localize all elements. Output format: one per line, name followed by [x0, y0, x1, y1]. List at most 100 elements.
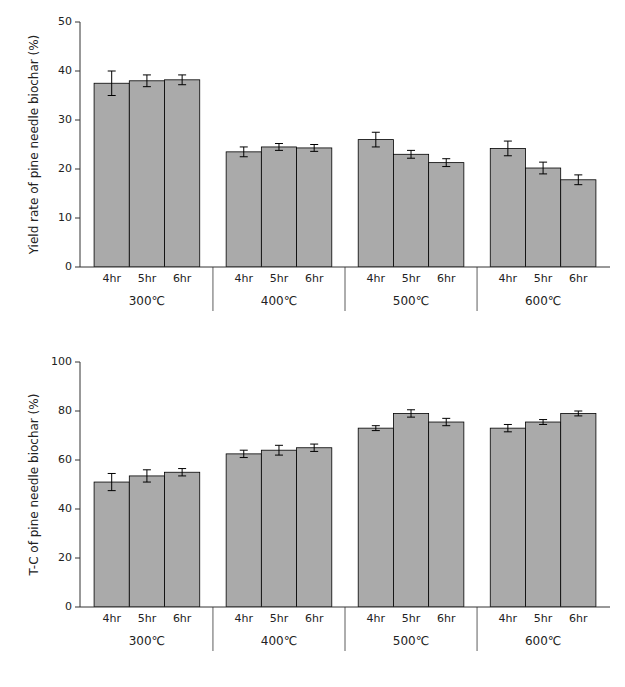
- group-label: 400℃: [261, 634, 297, 648]
- marks: [94, 71, 596, 267]
- bar: [261, 147, 296, 267]
- y-tick: [75, 120, 80, 121]
- x-tick-label: 6hr: [437, 612, 456, 625]
- y-tick-label: 30: [58, 113, 72, 126]
- y-tick: [75, 607, 80, 608]
- y-tick-label: 40: [58, 502, 72, 515]
- error-bar: [275, 445, 283, 455]
- bar: [561, 180, 596, 267]
- x-tick-label: 5hr: [402, 612, 421, 625]
- figure: 01020304050Yield rate of pine needle bio…: [0, 0, 625, 687]
- bar: [525, 168, 560, 267]
- bar: [561, 413, 596, 607]
- x-tick-label: 4hr: [499, 612, 518, 625]
- y-tick: [75, 558, 80, 559]
- error-bar: [143, 75, 151, 87]
- bar: [165, 80, 200, 267]
- y-tick: [75, 362, 80, 363]
- x-tick-label: 5hr: [138, 272, 157, 285]
- error-bar: [372, 132, 380, 147]
- y-tick: [75, 509, 80, 510]
- x-tick-label: 4hr: [499, 272, 518, 285]
- y-tick: [75, 169, 80, 170]
- x-tick-label: 6hr: [173, 272, 192, 285]
- error-bar: [442, 159, 450, 167]
- error-bar: [143, 470, 151, 482]
- x-tick-label: 4hr: [367, 612, 386, 625]
- error-bar: [108, 71, 116, 96]
- error-bar: [574, 175, 582, 185]
- x-tick-label: 6hr: [437, 272, 456, 285]
- bar: [94, 482, 129, 607]
- bar: [393, 413, 428, 607]
- error-bar: [240, 147, 248, 157]
- x-tick-label: 6hr: [569, 612, 588, 625]
- error-bar: [108, 473, 116, 490]
- bar: [429, 163, 464, 267]
- y-tick: [75, 218, 80, 219]
- bar: [358, 428, 393, 607]
- y-tick-label: 50: [58, 15, 72, 28]
- error-bar: [372, 426, 380, 431]
- error-bar: [310, 444, 318, 451]
- group-label: 500℃: [393, 294, 429, 308]
- x-tick-label: 5hr: [534, 612, 553, 625]
- error-bar: [178, 469, 186, 476]
- bar: [297, 148, 332, 267]
- bar: [129, 81, 164, 267]
- error-bar: [407, 410, 415, 417]
- bar: [129, 476, 164, 607]
- y-tick-label: 80: [58, 404, 72, 417]
- y-tick: [75, 411, 80, 412]
- group-label: 500℃: [393, 634, 429, 648]
- bar: [165, 472, 200, 607]
- error-bar: [574, 411, 582, 416]
- bar: [429, 422, 464, 607]
- bar: [94, 83, 129, 267]
- x-tick-label: 6hr: [569, 272, 588, 285]
- bar: [525, 422, 560, 607]
- group-label: 400℃: [261, 294, 297, 308]
- y-axis-label: T-C of pine needle biochar (%): [27, 394, 41, 577]
- panel: 01020304050Yield rate of pine needle bio…: [27, 15, 610, 311]
- group-separator: [345, 267, 346, 311]
- x-tick-label: 6hr: [305, 612, 324, 625]
- y-tick-label: 60: [58, 453, 72, 466]
- y-tick: [75, 460, 80, 461]
- group-separator: [477, 607, 478, 651]
- bar: [490, 428, 525, 607]
- error-bar: [539, 162, 547, 174]
- error-bar: [310, 145, 318, 152]
- bar: [297, 448, 332, 607]
- y-tick: [75, 267, 80, 268]
- error-bar: [504, 424, 512, 431]
- x-tick-label: 4hr: [235, 612, 254, 625]
- y-tick-label: 0: [65, 260, 72, 273]
- x-tick-label: 5hr: [534, 272, 553, 285]
- y-tick: [75, 22, 80, 23]
- x-tick-label: 6hr: [305, 272, 324, 285]
- y-tick-label: 0: [65, 600, 72, 613]
- y-axis-line: [80, 362, 81, 607]
- x-tick-label: 6hr: [173, 612, 192, 625]
- error-bar: [240, 450, 248, 457]
- group-separator: [212, 267, 213, 311]
- y-tick-label: 40: [58, 64, 72, 77]
- y-tick-label: 100: [51, 355, 72, 368]
- y-axis-line: [80, 22, 81, 267]
- y-tick-label: 20: [58, 551, 72, 564]
- group-separator: [345, 607, 346, 651]
- group-label: 600℃: [525, 294, 561, 308]
- bar: [393, 154, 428, 267]
- x-tick-label: 5hr: [270, 272, 289, 285]
- bar: [490, 148, 525, 267]
- error-bar: [504, 141, 512, 156]
- bar: [358, 140, 393, 267]
- error-bar: [539, 420, 547, 425]
- group-label: 300℃: [129, 294, 165, 308]
- y-axis-label: Yield rate of pine needle biochar (%): [27, 35, 41, 256]
- x-tick-label: 4hr: [102, 612, 121, 625]
- x-tick-label: 5hr: [270, 612, 289, 625]
- group-separator: [212, 607, 213, 651]
- error-bar: [178, 75, 186, 85]
